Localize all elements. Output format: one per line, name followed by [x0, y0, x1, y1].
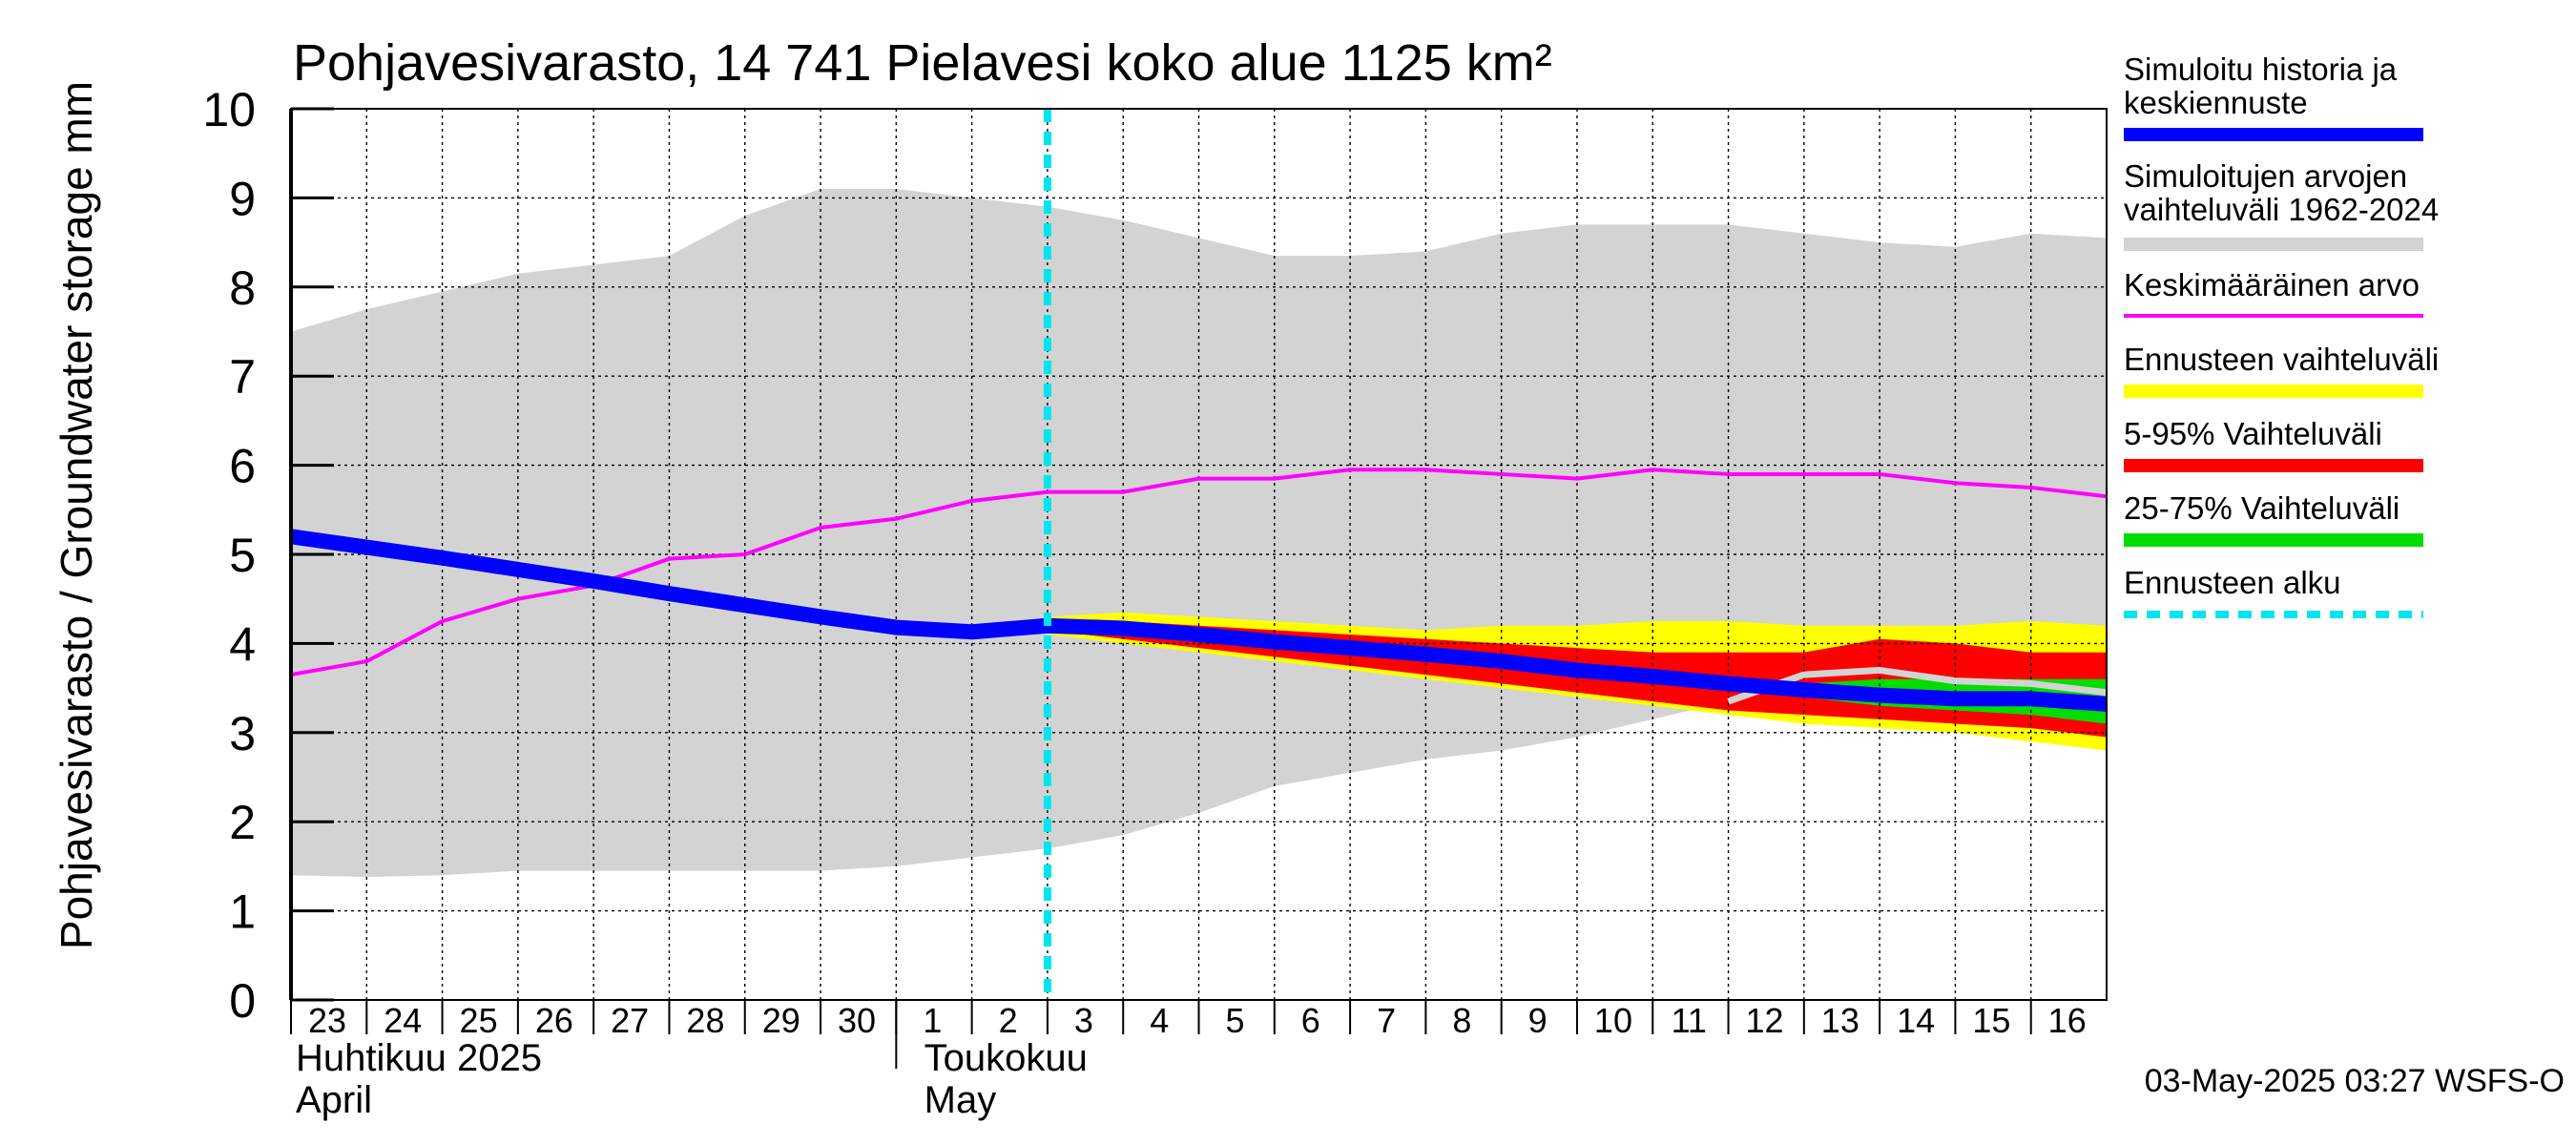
grid: [291, 109, 2107, 1000]
y-tick-label: 0: [229, 974, 256, 1028]
legend-label: Simuloitu historia ja: [2124, 52, 2398, 87]
x-tick-label: 9: [1528, 1001, 1548, 1040]
x-tick-label: 16: [2048, 1001, 2087, 1040]
x-tick-label: 6: [1301, 1001, 1320, 1040]
y-tick-label: 5: [229, 529, 256, 582]
y-tick-label: 1: [229, 885, 256, 939]
x-tick-label: 4: [1150, 1001, 1169, 1040]
legend-label: keskiennuste: [2124, 85, 2308, 120]
x-tick-label: 2: [999, 1001, 1018, 1040]
chart-title: Pohjavesivarasto, 14 741 Pielavesi koko …: [293, 34, 1552, 92]
y-tick-label: 4: [229, 617, 256, 671]
x-tick-label: 8: [1452, 1001, 1471, 1040]
month-label: Huhtikuu 2025: [296, 1037, 542, 1079]
y-axis-label: Pohjavesivarasto / Groundwater storage m…: [52, 81, 101, 949]
x-tick-label: 12: [1746, 1001, 1784, 1040]
legend-label: vaihteluväli 1962-2024: [2124, 192, 2439, 227]
x-tick-label: 15: [1972, 1001, 2010, 1040]
x-tick-label: 26: [535, 1001, 573, 1040]
x-tick-label: 10: [1594, 1001, 1632, 1040]
y-axis: 0 1 2 3 4 5 6 7 8 9 10: [202, 83, 334, 1028]
x-tick-label: 23: [308, 1001, 346, 1040]
plot-area: [289, 108, 2108, 1001]
y-tick-label: 3: [229, 707, 256, 760]
x-tick-label: 24: [384, 1001, 422, 1040]
month-label: Toukokuu: [924, 1037, 1088, 1079]
x-tick-label: 30: [838, 1001, 876, 1040]
legend-label: Simuloitujen arvojen: [2124, 158, 2407, 194]
x-tick-label: 13: [1821, 1001, 1859, 1040]
x-tick-label: 3: [1074, 1001, 1093, 1040]
x-tick-label: 1: [923, 1001, 942, 1040]
month-label-english: April: [296, 1079, 372, 1121]
y-tick-label: 8: [229, 261, 256, 315]
legend-label: 5-95% Vaihteluväli: [2124, 416, 2382, 451]
history-line: [291, 529, 2107, 712]
simulated-range-band: [291, 189, 2107, 878]
x-tick-label: 7: [1377, 1001, 1396, 1040]
y-tick-label: 10: [202, 83, 256, 136]
x-tick-label: 29: [762, 1001, 800, 1040]
legend-label: Keskimääräinen arvo: [2124, 267, 2420, 302]
x-tick-label: 5: [1225, 1001, 1244, 1040]
y-tick-label: 6: [229, 440, 256, 493]
y-tick-label: 9: [229, 172, 256, 225]
x-axis: 23 24 25 26 27 28 29 30 1 2 3 4 5 6 7 8 9 10 11 12 13 14 15 16H…: [290, 1000, 2087, 1121]
x-tick-label: 14: [1897, 1001, 1935, 1040]
x-tick-label: 27: [611, 1001, 649, 1040]
x-tick-label: 25: [460, 1001, 498, 1040]
legend-label: 25-75% Vaihteluväli: [2124, 490, 2399, 526]
plot-series: [291, 109, 2107, 1000]
x-tick-label: 28: [686, 1001, 724, 1040]
month-label-english: May: [924, 1079, 997, 1121]
legend-label: Ennusteen vaihteluväli: [2124, 342, 2439, 377]
grey-ensemble-line: [1727, 666, 2107, 705]
timestamp-label: 03-May-2025 03:27 WSFS-O: [2145, 1063, 2565, 1099]
y-tick-label: 7: [229, 350, 256, 404]
y-tick-label: 2: [229, 796, 256, 849]
x-tick-label: 11: [1672, 1001, 1707, 1040]
legend-label: Ennusteen alku: [2124, 565, 2341, 600]
